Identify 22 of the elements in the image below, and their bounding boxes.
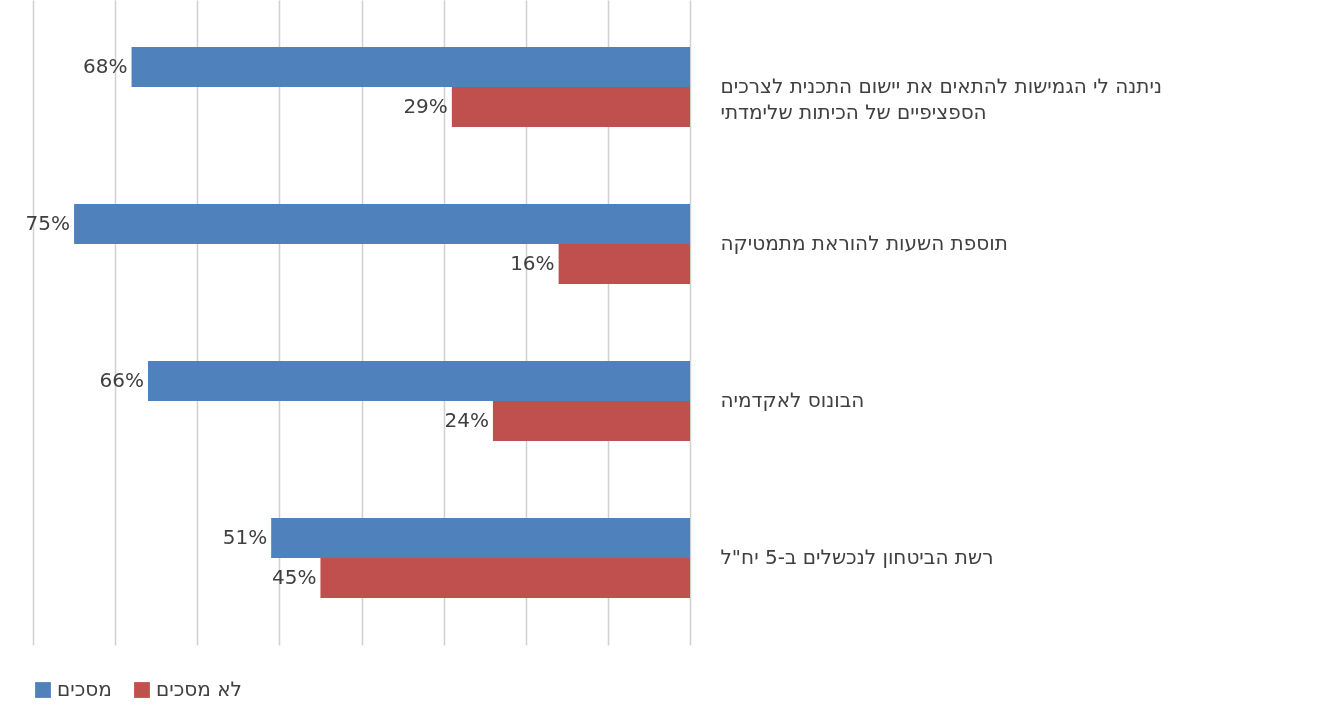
bar <box>271 517 690 558</box>
bar <box>492 400 690 441</box>
bar <box>131 47 690 88</box>
bar <box>320 557 690 598</box>
data-label: 24% <box>444 407 489 432</box>
y-tick-label: רשת הביטחון לנכשלים ב-5 יח"ל <box>720 544 994 569</box>
legend-label: לא מסכים <box>156 677 242 701</box>
data-label: 51% <box>222 524 268 549</box>
data-label: 68% <box>83 54 128 79</box>
y-tick-label: הבונוס לאקדמיה <box>720 387 865 412</box>
data-label: 75% <box>25 211 71 236</box>
y-tick-label: ניתנה לי הגמישות להתאים את יישום התכנית לצרכים הספציפיים של הכיתות שלימדתי <box>720 74 1162 125</box>
data-label: 16% <box>510 251 555 276</box>
data-label: 66% <box>99 367 144 392</box>
data-label: 29% <box>403 94 448 119</box>
bar <box>558 244 690 285</box>
bar <box>147 360 690 401</box>
bar <box>451 87 690 128</box>
legend-label: מסכים <box>57 677 112 701</box>
data-label: 45% <box>271 564 317 589</box>
y-tick-label: תוספת השעות להוראת מתמטיקה <box>720 231 1008 256</box>
bar <box>74 204 690 245</box>
